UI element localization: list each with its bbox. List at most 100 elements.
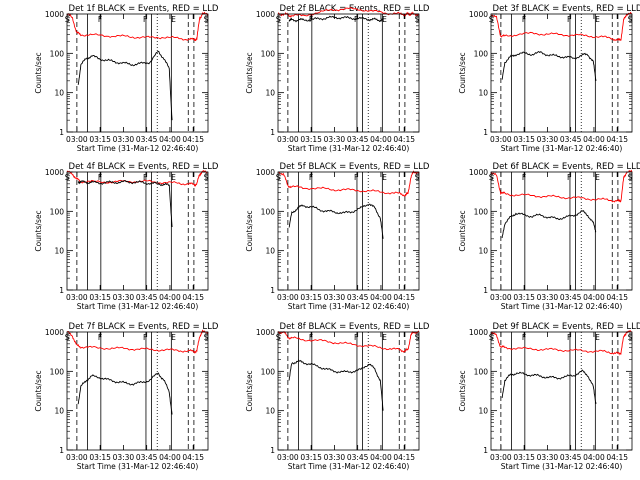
x-tick-label: 03:00 [277,293,299,302]
y-tick-label: 1 [59,128,64,137]
y-tick-label: 1000 [469,10,488,19]
plot-frame [490,331,633,451]
plot-frame [277,13,420,133]
segment-marker: S [204,15,209,24]
y-tick-label: 100 [261,207,276,216]
y-tick-label: 1000 [469,168,488,177]
panel-det-5f: Det 5f BLACK = Events, RED = LLD 1 10 100 10… [245,162,430,311]
lld-series-line [490,169,633,203]
lld-series-line [66,170,209,187]
segment-marker: F [522,333,526,342]
y-tick-label: 1000 [256,328,275,337]
segment-marker: F [567,173,571,182]
y-tick-label: 10 [478,247,488,256]
plot-frame [66,331,209,451]
panel-title: Det 6f BLACK = Events, RED = LLD [493,162,640,172]
y-tick-label: 1000 [45,10,64,19]
panel-det-2f: Det 2f BLACK = Events, RED = LLD11010010… [245,4,430,153]
segment-marker: F [522,15,526,24]
panel-title: Det 3f BLACK = Events, RED = LLD [493,4,640,14]
x-axis-label: Start Time (31-Mar-12 02:46:40) [501,462,623,471]
x-tick-label: 03:30 [537,453,559,462]
x-tick-label: 03:45 [347,453,369,462]
x-tick-label: 03:45 [136,453,158,462]
x-tick-label: 04:00 [370,453,392,462]
events-series-line [501,50,597,81]
segment-marker: F [143,15,147,24]
x-tick-label: 03:00 [490,453,512,462]
y-tick-label: 100 [474,49,489,58]
segment-marker: E [595,333,600,342]
y-tick-label: 1000 [256,10,275,19]
segment-marker: F [522,173,526,182]
segment-marker: F [143,333,147,342]
panel-title: Det 9f BLACK = Events, RED = LLD [493,322,640,332]
y-tick-label: 100 [50,207,65,216]
segment-marker: S [65,15,70,24]
x-tick-label: 03:45 [136,135,158,144]
x-tick-label: 03:15 [513,293,535,302]
y-axis-label: Counts/sec [458,210,467,251]
x-tick-label: 04:15 [182,293,204,302]
y-tick-label: 100 [50,49,65,58]
x-tick-label: 03:30 [537,135,559,144]
y-tick-label: 1 [483,286,488,295]
plot-frame [66,13,209,133]
x-tick-label: 04:15 [182,135,204,144]
x-tick-label: 03:15 [89,293,111,302]
y-tick-label: 1000 [469,328,488,337]
events-series-line [288,359,384,411]
events-series-line [77,179,173,228]
panel-det-7f: Det 7f BLACK = Events, RED = LLD 1 10 100 10… [34,322,219,471]
x-tick-label: 03:15 [300,293,322,302]
y-axis-label: Counts/sec [34,210,43,251]
segment-marker: S [204,173,209,182]
panel-title: Det 4f BLACK = Events, RED = LLD [69,162,219,172]
x-tick-label: 04:15 [606,293,628,302]
y-tick-label: 10 [54,89,64,98]
y-tick-label: 1 [483,128,488,137]
x-tick-label: 03:00 [66,135,88,144]
segment-marker: F [98,173,102,182]
y-axis-label: Counts/sec [458,370,467,411]
plot-frame [490,13,633,133]
y-tick-label: 10 [265,407,275,416]
y-tick-label: 10 [265,247,275,256]
segment-marker: E [382,15,387,24]
segment-marker: E [595,15,600,24]
x-tick-label: 03:30 [113,453,135,462]
x-tick-label: 03:30 [113,293,135,302]
events-series-line [288,203,384,239]
events-series-line [501,369,597,404]
y-tick-label: 1 [270,446,275,455]
y-tick-label: 100 [474,207,489,216]
y-tick-label: 1000 [256,168,275,177]
x-tick-label: 04:15 [606,135,628,144]
events-series-line [77,372,173,415]
x-tick-label: 03:30 [537,293,559,302]
lld-series-line [277,330,420,353]
panel-det-8f: Det 8f BLACK = Events, RED = LLD 1 10 100 10… [245,322,430,471]
y-tick-label: 1 [59,286,64,295]
y-tick-label: 1000 [45,328,64,337]
x-tick-label: 04:15 [393,293,415,302]
segment-marker: S [65,333,70,342]
panel-title: Det 8f BLACK = Events, RED = LLD [280,322,430,332]
x-tick-label: 04:15 [182,453,204,462]
x-tick-label: 03:45 [347,293,369,302]
x-tick-label: 04:15 [393,135,415,144]
y-tick-label: 1 [59,446,64,455]
panel-det-4f: Det 4f BLACK = Events, RED = LLD 1 10 100 10… [34,162,219,311]
panel-title: Det 1f BLACK = Events, RED = LLD [69,4,219,14]
segment-marker: S [276,173,281,182]
y-tick-label: 10 [54,407,64,416]
lld-series-line [490,329,633,356]
x-axis-label: Start Time (31-Mar-12 02:46:40) [288,302,410,311]
x-tick-label: 03:15 [89,453,111,462]
x-tick-label: 03:45 [560,453,582,462]
y-axis-label: Counts/sec [458,52,467,93]
y-axis-label: Counts/sec [34,370,43,411]
panel-det-1f: Det 1f BLACK = Events, RED = LLD 1 10 100 10… [34,4,219,153]
x-tick-label: 03:30 [324,453,346,462]
